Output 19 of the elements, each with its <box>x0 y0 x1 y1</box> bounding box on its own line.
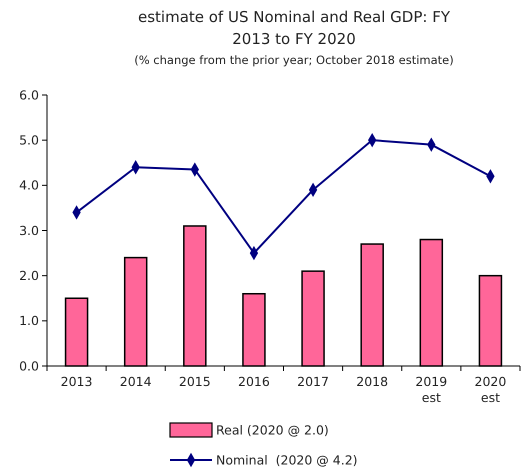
y-tick-label: 2.0 <box>19 268 40 284</box>
y-tick-label: 3.0 <box>19 222 40 238</box>
x-tick-label: 2013 <box>60 374 92 389</box>
chart-subtitle: (% change from the prior year; October 2018 estimate) <box>134 53 454 67</box>
x-tick-label: 2018 <box>356 374 388 389</box>
chart-title: estimate of US Nominal and Real GDP: FY 2013 to FY 2020 <box>138 8 451 48</box>
x-tick-label: 2016 <box>238 374 270 389</box>
x-tick-label: 2017 <box>297 374 329 389</box>
y-tick-label: 6.0 <box>19 87 40 102</box>
x-tick-label: 2014 <box>120 374 152 389</box>
y-tick-label: 0.0 <box>19 358 40 374</box>
y-tick-label: 4.0 <box>19 178 40 193</box>
legend-label: Nominal (2020 @ 4.2) <box>216 452 358 468</box>
y-tick-label: 1.0 <box>19 313 40 328</box>
y-tick-label: 5.0 <box>19 132 40 148</box>
legend-label: Real (2020 @ 2.0) <box>216 422 329 438</box>
x-tick-label: 2015 <box>178 374 211 389</box>
x-tick-label: 2020 est <box>474 374 506 405</box>
x-tick-label: 2019 est <box>415 374 448 405</box>
